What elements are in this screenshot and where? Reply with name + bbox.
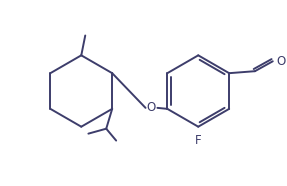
Text: F: F	[195, 134, 201, 147]
Text: O: O	[277, 55, 286, 68]
Text: O: O	[147, 101, 156, 114]
